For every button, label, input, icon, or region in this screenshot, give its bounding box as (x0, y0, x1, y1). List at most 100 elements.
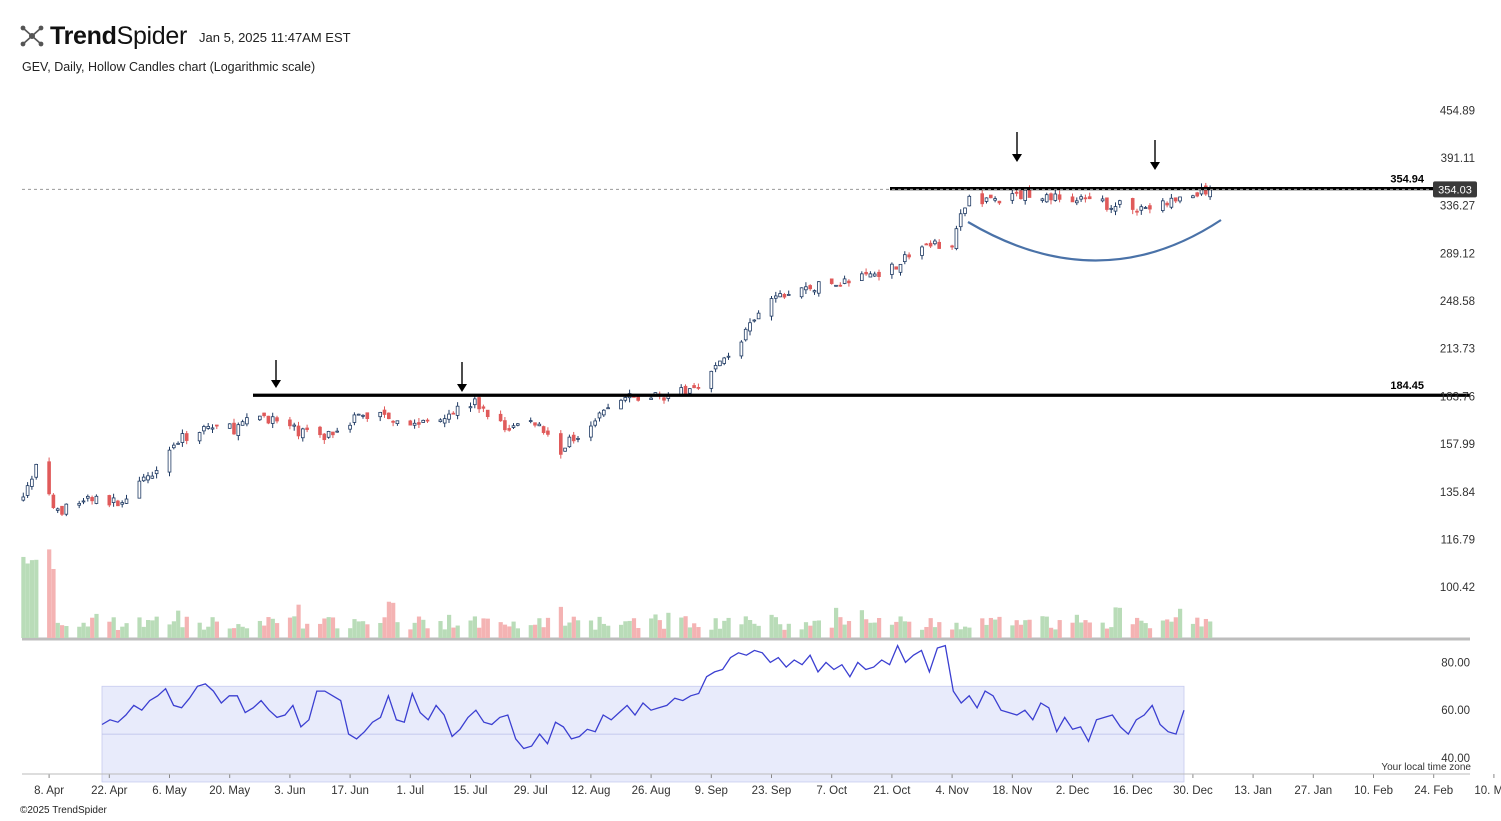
candle-body (894, 266, 898, 270)
rsi-tick-label: 40.00 (1441, 753, 1470, 765)
down-arrow-icon (1012, 154, 1022, 162)
volume-bar (743, 616, 748, 638)
candle-body (1087, 196, 1092, 200)
volume-bar (47, 549, 52, 638)
volume-bar (1010, 625, 1015, 638)
volume-bar (146, 620, 151, 638)
candle-body (649, 397, 653, 400)
candle-body (417, 422, 421, 425)
candle-body (477, 397, 481, 410)
volume-bar (748, 620, 753, 638)
candle-body (1019, 190, 1023, 200)
candle-body (903, 254, 907, 262)
volume-bar (558, 606, 563, 638)
volume-bar (171, 621, 176, 638)
header: TrendSpider Jan 5, 2025 11:47AM EST (18, 20, 351, 52)
candle-body (696, 387, 701, 389)
candle-body (408, 420, 413, 426)
last-price-label: 354.03 (1438, 184, 1472, 196)
x-tick-label: 16. Dec (1113, 785, 1153, 797)
candle-body (150, 475, 155, 479)
volume-bar (94, 613, 99, 638)
volume-bar (270, 618, 275, 638)
volume-bar (361, 621, 366, 638)
volume-bar (64, 626, 69, 638)
volume-bar (1044, 616, 1049, 638)
candle-body (485, 409, 490, 418)
candle-body (589, 425, 593, 438)
volume-bar (481, 618, 486, 638)
candle-body (21, 496, 26, 501)
volume-bar (296, 604, 301, 638)
candle-body (481, 406, 486, 409)
volume-bar (894, 621, 899, 638)
candle-body (451, 412, 456, 415)
volume-bar (1208, 621, 1213, 638)
volume-bar (1023, 620, 1028, 638)
volume-bar (468, 620, 473, 638)
candle-body (1191, 195, 1195, 199)
candle-body (94, 495, 99, 504)
candle-body (619, 399, 623, 410)
volume-bar (386, 601, 391, 638)
volume-bar (993, 619, 998, 638)
candle-body (305, 427, 309, 430)
candle-body (1057, 194, 1062, 200)
candle-body (60, 505, 64, 515)
candle-body (769, 298, 774, 317)
candle-body (928, 242, 933, 247)
candle-body (382, 409, 387, 415)
candle-body (331, 431, 335, 436)
volume-bar (576, 620, 581, 638)
y-tick-label: 213.73 (1440, 344, 1475, 356)
candle-body (980, 193, 984, 205)
candle-body (511, 425, 516, 428)
candle-body (1053, 193, 1058, 201)
x-tick-label: 21. Oct (873, 785, 911, 797)
candle-body (1100, 198, 1105, 202)
volume-bar (932, 627, 938, 638)
candle-body (778, 293, 782, 298)
volume-bar (649, 618, 654, 638)
candle-body (1079, 196, 1083, 200)
volume-bar (1083, 620, 1088, 638)
candle-body (623, 397, 628, 401)
candle-body (1113, 206, 1118, 212)
volume-bar (477, 627, 482, 638)
candle-body (1195, 192, 1200, 197)
candle-body (602, 409, 606, 416)
candle-body (154, 470, 159, 475)
x-tick-label: 6. May (152, 785, 187, 797)
volume-bar (601, 623, 606, 638)
x-tick-label: 30. Dec (1173, 785, 1213, 797)
candle-body (245, 417, 249, 425)
candle-body (576, 437, 580, 440)
volume-bar (1147, 628, 1153, 638)
candle-body (180, 433, 185, 443)
candle-body (804, 286, 808, 291)
volume-bar (111, 617, 116, 638)
x-tick-label: 20. May (209, 785, 250, 797)
y-tick-label: 116.79 (1441, 534, 1475, 546)
volume-bar (1113, 607, 1118, 638)
volume-bar (472, 616, 477, 638)
volume-bar (502, 624, 508, 638)
candle-body (937, 241, 941, 249)
volume-bar (1139, 620, 1144, 638)
volume-bar (1160, 620, 1165, 638)
candle-body (1049, 193, 1053, 201)
x-tick-label: 17. Jun (331, 785, 369, 797)
candle-body (864, 271, 868, 275)
candle-body (236, 424, 241, 436)
volume-bar (619, 624, 624, 638)
candle-body (1143, 207, 1148, 209)
candle-body (898, 263, 903, 273)
candle-body (1010, 193, 1015, 201)
candle-body (516, 423, 520, 426)
volume-bar (81, 622, 86, 638)
volume-bar (197, 622, 202, 638)
volume-bar (34, 559, 39, 638)
candle-body (438, 419, 443, 422)
volume-bar (206, 626, 211, 638)
